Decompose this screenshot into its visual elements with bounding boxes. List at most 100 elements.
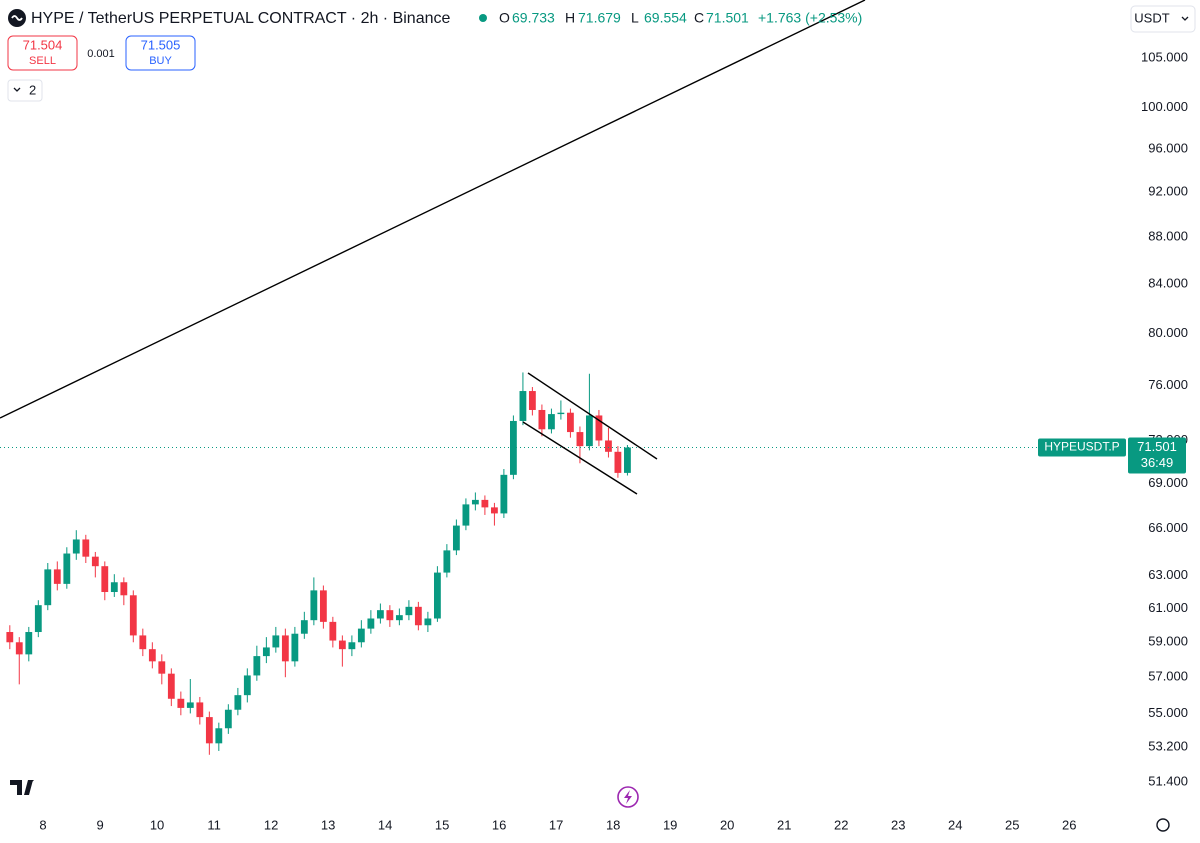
candle-body (234, 695, 242, 710)
plot-area (0, 372, 1128, 755)
lightning-mark (624, 790, 632, 804)
lightning-icon[interactable] (617, 786, 639, 808)
candle-body (310, 590, 318, 621)
x-tick-label: 18 (606, 817, 620, 832)
candle-body (6, 632, 14, 643)
symbol-title[interactable]: HYPE / TetherUS PERPETUAL CONTRACT · 2h … (31, 10, 451, 27)
candle-body (576, 432, 584, 447)
y-tick-label: 84.000 (1148, 276, 1188, 291)
x-tick-label: 9 (96, 817, 103, 832)
price-axis: 105.000 100.000 96.000 92.000 88.000 84.000 80… (1128, 50, 1188, 788)
candle-body (481, 499, 489, 508)
ohlc-key: L (631, 10, 639, 26)
candle-body (281, 635, 289, 662)
candle-body (300, 620, 308, 634)
spread: 0.001 (87, 48, 115, 60)
y-tick-label: 80.000 (1148, 325, 1188, 340)
ohlc-value: 71.501 (706, 10, 749, 26)
candle-body (348, 642, 356, 650)
candle-body (262, 647, 270, 657)
candle-body (243, 675, 251, 696)
trend-line[interactable] (0, 0, 866, 419)
x-tick-label: 17 (549, 817, 563, 832)
candle-body (395, 615, 403, 621)
y-tick-label: 59.000 (1148, 634, 1188, 649)
candle-body (319, 590, 327, 622)
x-tick-label: 24 (948, 817, 962, 832)
sell-button[interactable] (7, 35, 78, 71)
tv-logo-mark[interactable] (10, 780, 34, 795)
y-tick-label: 100.000 (1141, 99, 1188, 114)
candle-body (272, 635, 280, 648)
candle-body (595, 415, 603, 441)
candle-body (120, 582, 128, 596)
channel-upper[interactable] (527, 372, 658, 460)
sell-label: SELL (29, 55, 56, 67)
ohlc-key: C (694, 10, 704, 26)
y-tick-label: 53.200 (1148, 739, 1188, 754)
candle-body (357, 628, 365, 643)
change: +1.763 (+2.53%) (758, 10, 862, 26)
x-tick-label: 13 (321, 817, 335, 832)
candle-body (205, 717, 213, 744)
candle-body (224, 709, 232, 729)
x-tick-label: 15 (435, 817, 449, 832)
candle-body (15, 642, 23, 655)
channel-lower[interactable] (522, 421, 638, 495)
logo-mark (11, 15, 23, 21)
candle-body (509, 420, 517, 475)
candle-body (424, 618, 432, 626)
candle-body (386, 610, 394, 621)
chevron (1181, 16, 1189, 21)
candle-body (186, 702, 194, 708)
x-tick-label: 23 (891, 817, 905, 832)
candle-body (91, 556, 99, 567)
candle-body (585, 415, 593, 447)
candle-body (405, 606, 413, 616)
y-tick-label: 88.000 (1148, 229, 1188, 244)
candle-body (528, 391, 536, 410)
candle-body (414, 606, 422, 626)
x-tick-label: 12 (264, 817, 278, 832)
x-tick-label: 25 (1005, 817, 1019, 832)
x-tick-label: 11 (207, 817, 221, 832)
candle-body (253, 656, 261, 676)
candle-body (44, 569, 52, 606)
x-tick-label: 19 (663, 817, 677, 832)
ohlc-value: 69.554 (644, 10, 687, 26)
x-tick-label: 26 (1062, 817, 1076, 832)
candle-body (72, 539, 80, 554)
candle-body (338, 640, 346, 650)
settings-icon[interactable] (1156, 818, 1170, 832)
chevron (13, 87, 21, 92)
candle-body (139, 635, 147, 650)
ohlc-value: 69.733 (512, 10, 555, 26)
x-tick-label: 16 (492, 817, 506, 832)
candle-body (63, 553, 71, 584)
currency: USDT (1134, 10, 1169, 25)
indicators-toggle[interactable] (7, 79, 43, 102)
ohlc-key: H (565, 10, 575, 26)
y-tick-label: 96.000 (1148, 140, 1188, 155)
buy-label: BUY (149, 55, 172, 67)
candle-body (462, 504, 470, 526)
candle-body (567, 412, 574, 433)
candle-body (167, 673, 175, 699)
candle-body (519, 391, 527, 421)
candle-body (129, 595, 137, 636)
candle-body (557, 412, 565, 415)
candle-body (25, 632, 33, 655)
candle-body (329, 621, 337, 641)
ohlc-key: O (499, 10, 510, 26)
candle-body (614, 451, 622, 473)
time-axis: 8 9 10 11 12 13 14 15 16 17 18 19 20 21 22 23 24 25 26 (39, 812, 1077, 832)
candle-body (196, 702, 204, 718)
currency-select[interactable] (1130, 5, 1196, 33)
y-tick-label: 105.000 (1141, 50, 1188, 65)
candle-body (158, 661, 166, 674)
candle-body (433, 572, 441, 619)
indicators-count: 2 (29, 82, 36, 97)
buy-button[interactable] (125, 35, 196, 71)
